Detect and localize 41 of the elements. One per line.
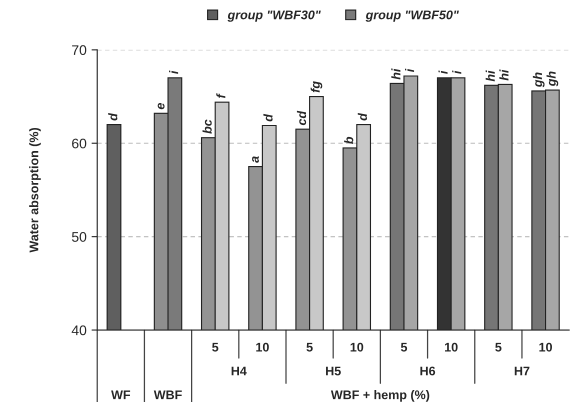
data-label: i bbox=[169, 70, 178, 74]
data-label: i bbox=[452, 70, 462, 74]
data-label: cd bbox=[296, 110, 306, 126]
legend-label: group "WBF30" bbox=[228, 10, 321, 22]
text: H6 bbox=[420, 366, 436, 376]
y-tick-label: 40 bbox=[72, 325, 86, 336]
data-label: bc bbox=[202, 120, 212, 134]
x-tick-label: 5 bbox=[400, 342, 408, 352]
data-label: f bbox=[216, 93, 226, 98]
x-tick-label: 5 bbox=[495, 342, 502, 352]
text: H4 bbox=[232, 366, 247, 376]
x-tick-label: 10 bbox=[539, 342, 552, 352]
data-label: d bbox=[358, 112, 367, 120]
x-tick-label: 5 bbox=[212, 342, 218, 352]
data-label: d bbox=[263, 114, 273, 122]
x-tick-label: 10 bbox=[445, 342, 458, 352]
data-label: i bbox=[438, 70, 448, 74]
legend-label: group "WBF50" bbox=[366, 10, 459, 22]
data-label: gh bbox=[532, 72, 545, 88]
text: H7 bbox=[514, 366, 530, 376]
data-label: fg bbox=[310, 81, 322, 92]
text: WF bbox=[111, 390, 130, 400]
data-label: a bbox=[252, 156, 259, 163]
data-label: hi bbox=[391, 68, 400, 80]
x-tick-label: 10 bbox=[256, 342, 269, 352]
y-axis-title: Water absorption (%) bbox=[29, 128, 41, 253]
data-label: gh bbox=[546, 72, 558, 86]
data-label: b bbox=[344, 136, 354, 144]
data-label: hi bbox=[486, 70, 495, 82]
data-label: i bbox=[404, 68, 414, 72]
data-label: hi bbox=[499, 69, 508, 80]
data-label: e bbox=[158, 103, 165, 110]
x-tick-label: 5 bbox=[306, 342, 313, 352]
x-axis-title: WBF + hemp (%) bbox=[330, 390, 430, 402]
text: WBF bbox=[154, 390, 182, 400]
y-tick-label: 70 bbox=[72, 45, 86, 56]
y-tick-label: 50 bbox=[72, 232, 86, 242]
text: H5 bbox=[326, 366, 341, 376]
x-tick-label: 10 bbox=[350, 342, 364, 352]
data-label: d bbox=[108, 112, 118, 120]
y-tick-label: 60 bbox=[72, 138, 86, 148]
